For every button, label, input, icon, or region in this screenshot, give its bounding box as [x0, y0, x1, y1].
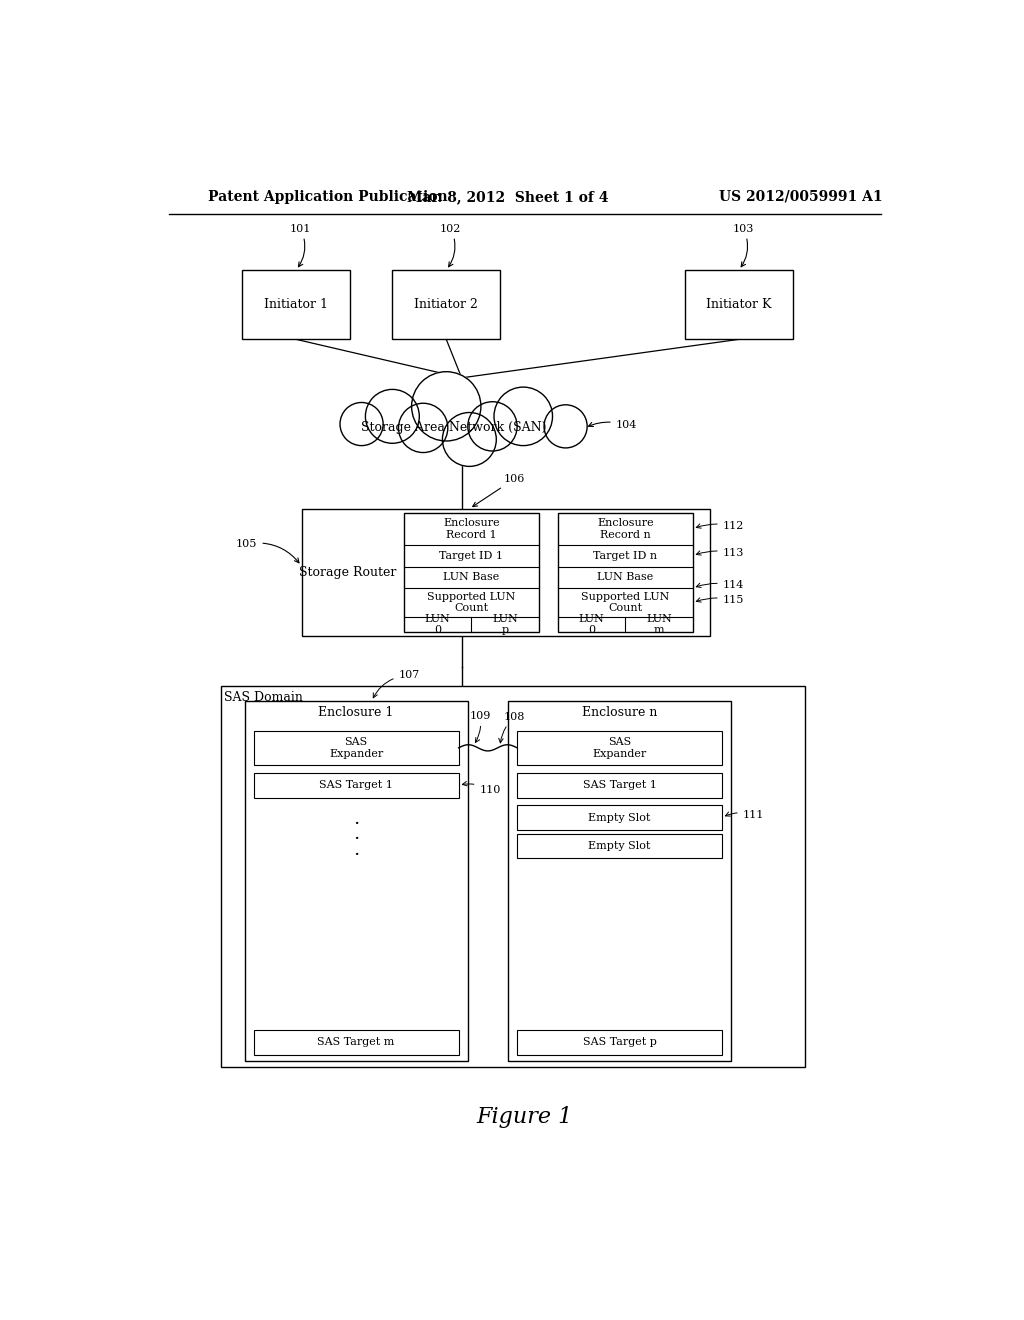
Text: Empty Slot: Empty Slot	[589, 813, 650, 822]
Text: Initiator 1: Initiator 1	[264, 298, 328, 312]
Circle shape	[468, 401, 517, 451]
Text: .: .	[353, 825, 359, 843]
Bar	[221, 686, 805, 1067]
Text: 104: 104	[589, 420, 637, 430]
Text: 115: 115	[696, 595, 744, 605]
Bar	[392, 271, 500, 339]
Bar	[403, 512, 539, 632]
Text: 113: 113	[696, 548, 744, 558]
Text: Patent Application Publication: Patent Application Publication	[208, 190, 447, 203]
Text: LUN Base: LUN Base	[443, 573, 500, 582]
Text: LUN
0: LUN 0	[425, 614, 451, 635]
Bar	[517, 805, 722, 830]
Text: 109: 109	[470, 710, 490, 742]
Text: Supported LUN
Count: Supported LUN Count	[581, 591, 670, 614]
Text: .: .	[353, 810, 359, 828]
Text: Initiator K: Initiator K	[707, 298, 772, 312]
Bar	[301, 508, 710, 636]
Bar	[558, 512, 692, 632]
Circle shape	[442, 412, 497, 466]
Text: Initiator 2: Initiator 2	[415, 298, 478, 312]
Text: Storage Area Network (SAN): Storage Area Network (SAN)	[361, 421, 547, 434]
Text: Target ID n: Target ID n	[593, 550, 657, 561]
Text: SAS Target 1: SAS Target 1	[319, 780, 393, 791]
Text: Figure 1: Figure 1	[477, 1106, 572, 1129]
Text: 101: 101	[290, 223, 311, 267]
Text: Enclosure
Record 1: Enclosure Record 1	[443, 517, 500, 540]
Circle shape	[398, 404, 447, 453]
Text: LUN
p: LUN p	[493, 614, 518, 635]
Bar	[517, 730, 722, 766]
Text: 105: 105	[237, 539, 299, 562]
Text: 102: 102	[440, 223, 462, 267]
Text: 103: 103	[733, 223, 754, 267]
Text: 110: 110	[463, 781, 501, 795]
Text: LUN Base: LUN Base	[597, 573, 653, 582]
Bar	[517, 1030, 722, 1055]
Text: Supported LUN
Count: Supported LUN Count	[427, 591, 515, 614]
Bar	[254, 774, 459, 797]
Bar	[508, 701, 731, 1061]
Bar	[243, 271, 350, 339]
Text: Enclosure
Record n: Enclosure Record n	[597, 517, 653, 540]
Circle shape	[494, 387, 553, 446]
Bar	[245, 701, 468, 1061]
Text: LUN
m: LUN m	[646, 614, 672, 635]
Text: SAS Domain: SAS Domain	[224, 690, 303, 704]
Text: Mar. 8, 2012  Sheet 1 of 4: Mar. 8, 2012 Sheet 1 of 4	[408, 190, 608, 203]
Text: Enclosure 1: Enclosure 1	[318, 705, 394, 718]
Text: SAS
Expander: SAS Expander	[329, 737, 383, 759]
Bar	[517, 774, 722, 797]
Bar	[254, 730, 459, 766]
Bar	[254, 1030, 459, 1055]
Text: Empty Slot: Empty Slot	[589, 841, 650, 851]
Circle shape	[544, 405, 587, 447]
Text: SAS Target 1: SAS Target 1	[583, 780, 656, 791]
Text: Storage Router: Storage Router	[299, 566, 396, 578]
Text: 106: 106	[473, 474, 525, 507]
Text: SAS Target p: SAS Target p	[583, 1038, 656, 1047]
Circle shape	[340, 403, 383, 446]
Text: LUN
0: LUN 0	[579, 614, 604, 635]
Circle shape	[412, 372, 481, 441]
Text: Target ID 1: Target ID 1	[439, 550, 503, 561]
Text: SAS
Expander: SAS Expander	[593, 737, 646, 759]
Text: 108: 108	[499, 711, 525, 743]
Text: .: .	[353, 841, 359, 859]
Bar	[685, 271, 793, 339]
Text: 114: 114	[696, 579, 744, 590]
Circle shape	[366, 389, 419, 444]
Bar	[517, 834, 722, 858]
Text: 112: 112	[696, 521, 744, 531]
Text: 107: 107	[374, 671, 420, 698]
Text: 111: 111	[725, 809, 764, 820]
Text: SAS Target m: SAS Target m	[317, 1038, 395, 1047]
Text: US 2012/0059991 A1: US 2012/0059991 A1	[719, 190, 883, 203]
Text: Enclosure n: Enclosure n	[582, 705, 657, 718]
